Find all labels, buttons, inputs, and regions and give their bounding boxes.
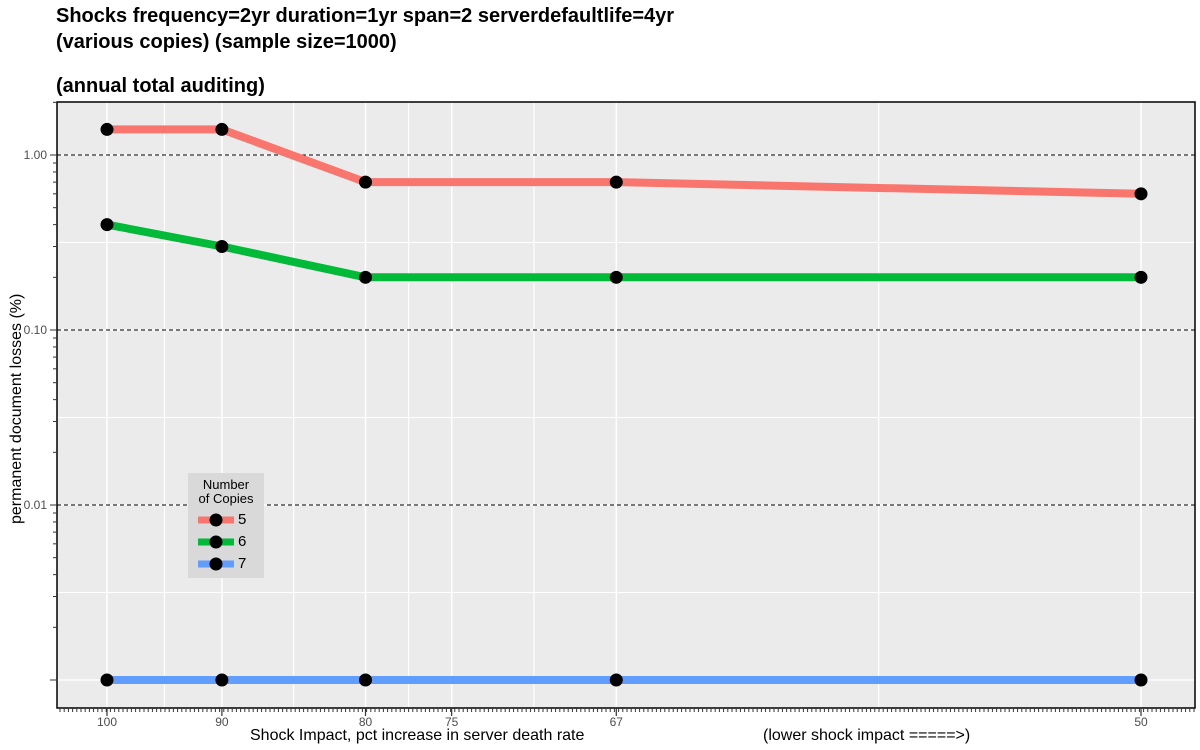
data-point-5: [609, 175, 623, 189]
plot-border: [56, 101, 1196, 709]
x-tick-label: 90: [215, 715, 229, 729]
x-tick-label: 75: [445, 715, 459, 729]
x-tick-label: 80: [359, 715, 373, 729]
y-axis-label: permanent document losses (%): [8, 293, 25, 524]
data-point-5: [100, 122, 114, 136]
data-point-5: [215, 122, 229, 136]
data-point-5: [359, 175, 372, 189]
legend-title: Number of Copies: [198, 477, 254, 506]
x-axis-note: (lower shock impact =====>): [763, 727, 971, 744]
chart-title-line-3: (annual total auditing): [56, 75, 265, 97]
legend-label-5: 5: [238, 511, 247, 528]
data-point-6: [100, 218, 114, 232]
data-point-7: [1134, 673, 1148, 687]
x-axis-label: Shock Impact, pct increase in server dea…: [250, 727, 585, 744]
legend-swatch-5: [198, 513, 234, 527]
legend-label-7: 7: [238, 555, 247, 572]
legend-item-5: 5: [194, 510, 260, 530]
legend-item-7: 7: [194, 554, 260, 574]
legend-label-6: 6: [238, 533, 247, 550]
x-tick-label: 50: [1134, 715, 1148, 729]
x-tick-label: 67: [610, 715, 624, 729]
data-point-7: [215, 673, 229, 687]
data-point-6: [1134, 270, 1148, 284]
y-tick-label: 0.01: [24, 498, 48, 512]
chart-title-line-1: Shocks frequency=2yr duration=1yr span=2…: [56, 5, 675, 27]
legend-item-6: 6: [194, 532, 260, 552]
y-tick-label: 1.00: [24, 148, 48, 162]
legend-swatch-7: [198, 557, 234, 571]
legend: Number of Copies 5 6 7: [188, 473, 264, 578]
data-point-6: [609, 270, 623, 284]
data-point-7: [609, 673, 623, 687]
data-point-5: [1134, 187, 1148, 201]
data-point-6: [215, 240, 229, 254]
x-tick-label: 100: [97, 715, 117, 729]
legend-swatch-6: [198, 535, 234, 549]
data-point-7: [100, 673, 114, 687]
y-tick-label: 0.10: [24, 323, 48, 337]
data-point-7: [359, 673, 372, 687]
plot-panel: [57, 102, 1195, 708]
chart-title-line-2: (various copies) (sample size=1000): [56, 31, 397, 53]
data-point-6: [359, 270, 372, 284]
